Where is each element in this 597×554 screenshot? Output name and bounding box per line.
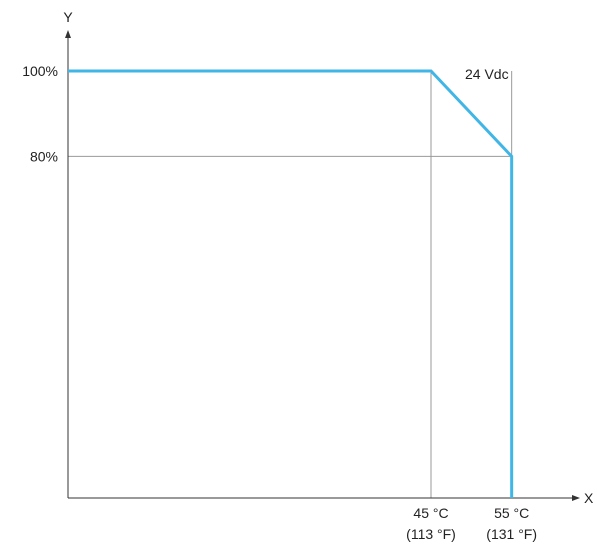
x-tick-label-55c: 55 °C — [494, 505, 529, 521]
series-label: 24 Vdc — [465, 66, 509, 82]
x-tick-label-45c: 45 °C — [413, 505, 448, 521]
x-tick-sublabel-113f: (113 °F) — [406, 526, 456, 542]
series-line-0 — [68, 69, 514, 498]
x-axis-arrowhead — [572, 495, 580, 501]
x-tick-sublabel-131f: (131 °F) — [486, 526, 537, 542]
y-tick-label-100: 100% — [22, 63, 58, 79]
y-axis-arrowhead — [65, 30, 71, 38]
y-axis-label: Y — [63, 9, 73, 25]
y-tick-label-80: 80% — [30, 148, 58, 164]
x-axis-label: X — [584, 490, 594, 506]
